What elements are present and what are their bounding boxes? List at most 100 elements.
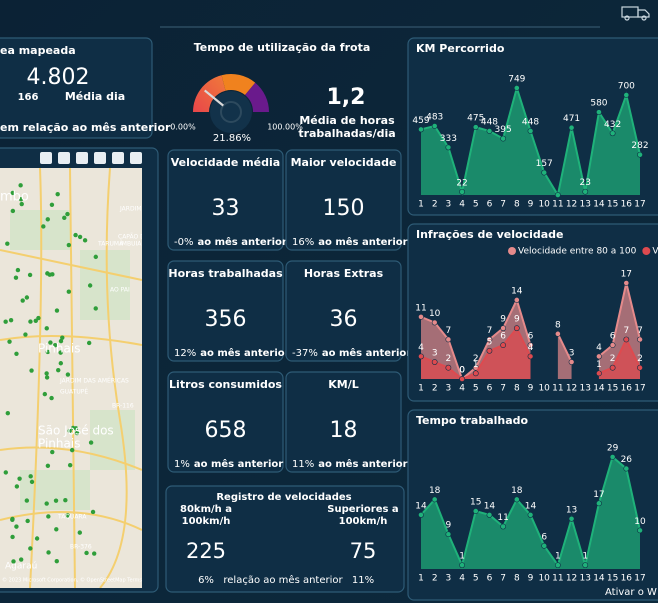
- data-point[interactable]: [623, 92, 630, 98]
- legend-swatch[interactable]: [508, 247, 516, 255]
- vehicle-dot[interactable]: [28, 474, 33, 479]
- vehicle-dot[interactable]: [70, 425, 76, 431]
- vehicle-dot[interactable]: [45, 463, 51, 468]
- data-point[interactable]: [445, 336, 452, 343]
- vehicle-dot[interactable]: [92, 551, 97, 556]
- data-point[interactable]: [513, 325, 520, 332]
- data-point[interactable]: [513, 85, 520, 91]
- vehicle-dot[interactable]: [60, 335, 65, 340]
- data-point[interactable]: [637, 336, 643, 343]
- vehicle-dot[interactable]: [33, 318, 38, 324]
- vehicle-dot[interactable]: [58, 338, 64, 344]
- vehicle-dot[interactable]: [66, 242, 72, 248]
- data-point[interactable]: [554, 562, 561, 569]
- data-point[interactable]: [500, 342, 507, 349]
- data-point[interactable]: [472, 370, 479, 377]
- vehicle-dot[interactable]: [29, 368, 34, 373]
- data-point[interactable]: [623, 280, 630, 286]
- data-point[interactable]: [623, 336, 630, 343]
- vehicle-dot[interactable]: [24, 295, 30, 300]
- vehicle-dot[interactable]: [29, 479, 35, 485]
- vehicle-dot[interactable]: [44, 326, 49, 331]
- vehicle-dot[interactable]: [73, 232, 78, 238]
- vehicle-dot[interactable]: [88, 440, 94, 445]
- vehicle-dot[interactable]: [10, 534, 15, 540]
- toolbar-button[interactable]: [130, 152, 142, 164]
- vehicle-dot[interactable]: [34, 536, 40, 541]
- vehicle-dot[interactable]: [67, 428, 72, 434]
- data-point[interactable]: [431, 496, 438, 503]
- data-point[interactable]: [445, 144, 452, 151]
- vehicle-dot[interactable]: [58, 350, 63, 355]
- vehicle-dot[interactable]: [49, 202, 55, 207]
- data-point[interactable]: [527, 353, 534, 360]
- vehicle-dot[interactable]: [49, 395, 54, 401]
- vehicle-dot[interactable]: [42, 391, 48, 397]
- data-point[interactable]: [527, 512, 534, 518]
- toolbar-button[interactable]: [58, 152, 70, 164]
- vehicle-dot[interactable]: [13, 275, 19, 280]
- data-point[interactable]: [418, 512, 424, 518]
- vehicle-dot[interactable]: [10, 208, 16, 214]
- data-point[interactable]: [596, 353, 602, 360]
- data-point[interactable]: [554, 330, 561, 337]
- data-point[interactable]: [486, 512, 493, 518]
- data-point[interactable]: [582, 562, 589, 569]
- vehicle-dot[interactable]: [77, 530, 82, 535]
- data-point[interactable]: [486, 347, 493, 354]
- vehicle-dot[interactable]: [45, 217, 50, 222]
- vehicle-dot[interactable]: [20, 298, 25, 303]
- data-point[interactable]: [568, 124, 575, 131]
- vehicle-dot[interactable]: [44, 375, 50, 380]
- data-point[interactable]: [609, 130, 616, 137]
- data-point[interactable]: [418, 353, 424, 360]
- data-point[interactable]: [568, 515, 575, 522]
- vehicle-dot[interactable]: [17, 476, 22, 481]
- vehicle-dot[interactable]: [90, 509, 96, 515]
- data-point[interactable]: [500, 135, 507, 142]
- data-point[interactable]: [637, 527, 643, 534]
- data-point[interactable]: [459, 562, 465, 569]
- data-point[interactable]: [418, 126, 424, 133]
- vehicle-dot[interactable]: [5, 410, 11, 416]
- vehicle-dot[interactable]: [93, 306, 98, 311]
- vehicle-dot[interactable]: [7, 339, 12, 344]
- data-point[interactable]: [568, 359, 575, 365]
- data-point[interactable]: [541, 169, 548, 176]
- vehicle-dot[interactable]: [23, 332, 28, 337]
- data-point[interactable]: [486, 336, 493, 343]
- vehicle-dot[interactable]: [54, 527, 59, 532]
- data-point[interactable]: [623, 465, 630, 472]
- vehicle-dot[interactable]: [3, 470, 9, 475]
- toolbar-button[interactable]: [76, 152, 88, 164]
- vehicle-dot[interactable]: [93, 254, 98, 260]
- vehicle-dot[interactable]: [41, 224, 46, 229]
- vehicle-dot[interactable]: [18, 183, 23, 188]
- vehicle-dot[interactable]: [24, 498, 30, 503]
- vehicle-dot[interactable]: [3, 319, 8, 324]
- vehicle-dot[interactable]: [63, 498, 68, 503]
- data-point[interactable]: [500, 523, 507, 530]
- toolbar-button[interactable]: [112, 152, 124, 164]
- vehicle-dot[interactable]: [10, 517, 15, 523]
- data-point[interactable]: [637, 364, 643, 371]
- data-point[interactable]: [596, 109, 602, 116]
- data-point[interactable]: [431, 359, 438, 365]
- data-point[interactable]: [527, 128, 534, 134]
- data-point[interactable]: [582, 188, 589, 195]
- vehicle-dot[interactable]: [86, 340, 92, 346]
- vehicle-dot[interactable]: [44, 501, 49, 506]
- vehicle-dot[interactable]: [14, 484, 20, 489]
- vehicle-dot[interactable]: [84, 550, 89, 556]
- vehicle-dot[interactable]: [52, 342, 58, 348]
- vehicle-dot[interactable]: [14, 351, 19, 357]
- vehicle-dot[interactable]: [54, 558, 59, 564]
- data-point[interactable]: [445, 364, 452, 371]
- data-point[interactable]: [500, 325, 507, 332]
- vehicle-dot[interactable]: [27, 272, 33, 278]
- vehicle-dot[interactable]: [46, 550, 51, 555]
- vehicle-dot[interactable]: [8, 317, 14, 323]
- vehicle-dot[interactable]: [46, 514, 51, 519]
- vehicle-dot[interactable]: [66, 289, 72, 294]
- data-point[interactable]: [527, 342, 534, 349]
